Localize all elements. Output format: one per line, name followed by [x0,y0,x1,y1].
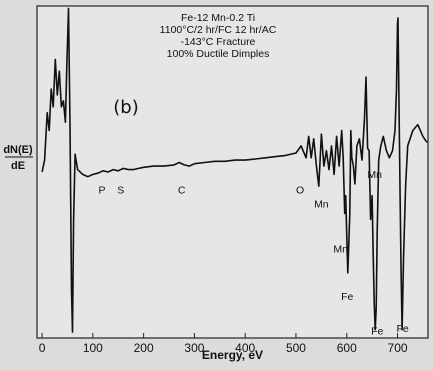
peak-label: S [117,184,124,196]
x-tick-label: 300 [184,341,204,355]
caption-line: 1100°C/2 hr/FC 12 hr/AC [160,24,277,36]
caption-line: Fe-12 Mn-0.2 Ti [181,12,255,24]
x-tick-label: 200 [134,341,154,355]
x-axis-label: Energy, eV [202,348,263,362]
peak-label: P [98,184,105,196]
panel-label: (b) [113,97,138,118]
x-tick-label: 700 [388,341,408,355]
y-axis-label: dN(E) dE [3,144,33,172]
x-tick-label: 400 [235,341,255,355]
x-axis-ticks: 0 100 200 300 400 500 600 700 [39,333,408,355]
y-axis-label-denominator: dE [11,160,25,172]
peak-label: Mn [314,199,329,211]
peak-label: Mn [367,169,382,181]
x-tick-label: 600 [337,341,357,355]
peak-label: Mn [333,244,348,256]
peak-label: Fe [371,325,383,337]
peak-label: Fe [341,291,353,303]
peak-label: Fe [396,323,408,335]
caption-line: -143°C Fracture [181,36,256,48]
x-tick-label: 500 [286,341,306,355]
peak-labels: P S C O Mn Mn Mn Fe Fe Fe [98,169,408,338]
x-tick-label: 0 [39,341,46,355]
series-line [41,7,428,333]
peak-label: O [296,184,304,196]
x-tick-label: 100 [83,341,103,355]
caption-line: 100% Ductile Dimples [167,48,270,60]
y-axis-label-numerator: dN(E) [3,144,33,156]
peak-label: C [178,184,186,196]
